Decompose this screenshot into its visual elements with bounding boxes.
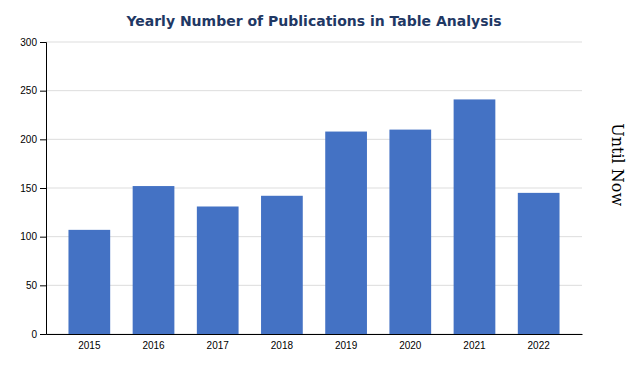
plot-area: 0501001502002503002015201620172018201920… xyxy=(20,37,582,351)
chart-svg: 0501001502002503002015201620172018201920… xyxy=(0,0,638,366)
y-tick-mark xyxy=(40,91,46,92)
y-tick-mark xyxy=(40,139,46,140)
x-tick-label: 2022 xyxy=(528,340,551,351)
grid-line xyxy=(46,334,582,335)
y-tick-label: 250 xyxy=(20,85,37,96)
y-axis-line xyxy=(40,43,47,335)
y-tick: 50 xyxy=(26,280,46,291)
x-tick: 2017 xyxy=(207,334,230,351)
y-tick-label: 0 xyxy=(31,329,37,340)
x-tick-label: 2017 xyxy=(207,340,230,351)
x-tick-label: 2021 xyxy=(463,340,486,351)
y-tick: 100 xyxy=(20,231,46,242)
title: Yearly Number of Publications in Table A… xyxy=(125,13,501,29)
y-tick-label: 150 xyxy=(20,183,37,194)
grid-line xyxy=(46,42,582,43)
x-tick-label: 2020 xyxy=(399,340,422,351)
bar xyxy=(518,193,560,334)
y-tick-label: 200 xyxy=(20,134,37,145)
y-tick-mark xyxy=(40,334,46,335)
y-tick: 150 xyxy=(20,183,46,194)
annotation: Until Now xyxy=(608,123,627,206)
grid-line xyxy=(46,90,582,91)
y-tick-label: 300 xyxy=(20,37,37,48)
y-tick: 300 xyxy=(20,37,46,48)
grid-line xyxy=(46,139,582,140)
bar xyxy=(389,130,431,334)
x-tick: 2018 xyxy=(271,334,294,351)
x-tick: 2020 xyxy=(399,334,422,351)
bar xyxy=(325,132,367,334)
y-tick-mark xyxy=(40,188,46,189)
bar xyxy=(133,186,175,334)
y-axis: 0 50 100 150 200 250 300 xyxy=(20,37,46,340)
bar xyxy=(454,99,496,334)
x-tick: 2021 xyxy=(463,334,486,351)
x-axis: 2015 2016 2017 2018 2019 2020 2021 2022 xyxy=(47,334,583,351)
y-tick-label: 50 xyxy=(26,280,38,291)
y-tick-mark xyxy=(40,237,46,238)
x-tick-label: 2015 xyxy=(78,340,101,351)
grid-line xyxy=(46,285,582,286)
grid-line xyxy=(46,236,582,237)
x-axis-line xyxy=(47,334,583,335)
bar xyxy=(197,206,239,334)
bars xyxy=(68,99,559,334)
grid-line xyxy=(46,188,582,189)
y-tick: 200 xyxy=(20,134,46,145)
y-tick: 0 xyxy=(31,329,46,340)
x-tick: 2022 xyxy=(528,334,551,351)
x-tick-label: 2019 xyxy=(335,340,358,351)
chart-container: 0501001502002503002015201620172018201920… xyxy=(0,0,638,366)
bar xyxy=(68,230,110,334)
y-tick: 250 xyxy=(20,85,46,96)
bar xyxy=(261,196,303,334)
x-tick: 2019 xyxy=(335,334,358,351)
y-tick-mark xyxy=(40,42,46,43)
y-tick-mark xyxy=(40,285,46,286)
y-tick-label: 100 xyxy=(20,231,37,242)
grid xyxy=(46,42,582,334)
x-tick: 2015 xyxy=(78,334,101,351)
x-tick: 2016 xyxy=(142,334,165,351)
x-tick-label: 2016 xyxy=(142,340,165,351)
x-tick-label: 2018 xyxy=(271,340,294,351)
